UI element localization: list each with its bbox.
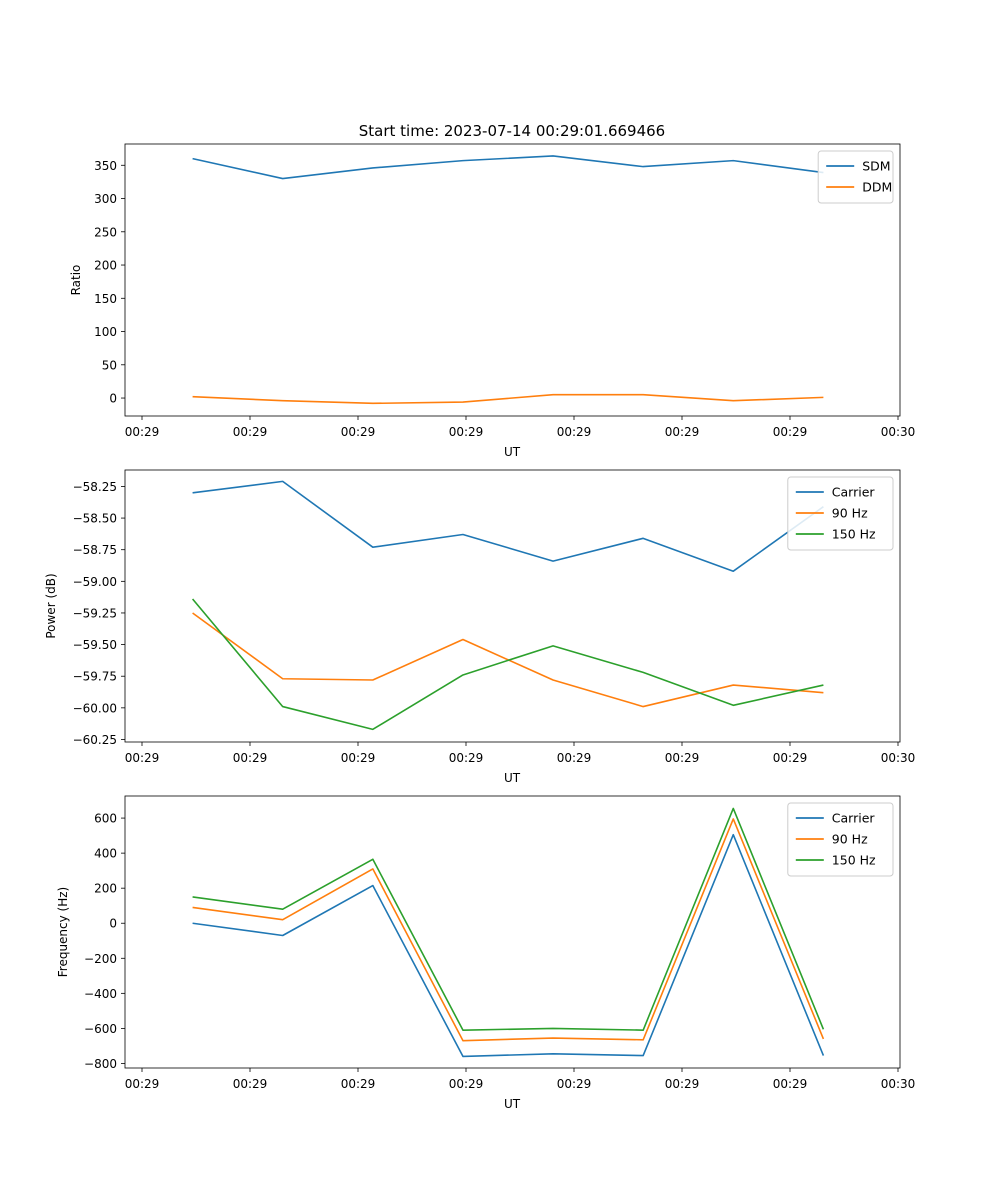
y-axis-label: Power (dB)	[44, 573, 58, 638]
series-line-carrier	[192, 833, 825, 1058]
chart-panel-2: 00:29 00:29 00:29 00:29 00:29 00:29 00:29 00:30…	[44, 469, 916, 785]
figure-title: Start time: 2023-07-14 00:29:01.669466	[359, 122, 665, 140]
y-tick-label: 50	[102, 358, 117, 372]
legend: Carrier 90 Hz 150 Hz	[787, 802, 894, 877]
x-tick-label: 00:29	[233, 1077, 268, 1091]
legend-label: Carrier	[832, 485, 876, 500]
x-axis-label: UT	[504, 771, 521, 785]
x-tick-label: 00:29	[665, 751, 700, 765]
y-tick-label: −58.25	[73, 480, 117, 494]
series-line-ddm	[192, 393, 824, 405]
legend-label: 150 Hz	[832, 527, 876, 542]
y-tick-label: −59.75	[73, 670, 117, 684]
legend-label: 150 Hz	[832, 853, 876, 868]
x-tick-label: 00:30	[881, 1077, 916, 1091]
x-tick-label: 00:29	[665, 425, 700, 439]
x-axis-label: UT	[504, 1097, 521, 1111]
y-tick-label: −59.25	[73, 606, 117, 620]
series-line-150-hz	[191, 598, 824, 731]
legend-label: 90 Hz	[832, 506, 868, 521]
x-tick-label: 00:29	[125, 1077, 160, 1091]
series-line-150-hz	[192, 807, 825, 1031]
y-tick-label: 0	[109, 917, 117, 931]
y-tick-label: −59.00	[73, 575, 117, 589]
x-tick-label: 00:29	[773, 425, 808, 439]
y-tick-label: −800	[84, 1057, 117, 1071]
y-tick-label: −600	[84, 1022, 117, 1036]
y-tick-label: 600	[94, 812, 117, 826]
y-tick-label: 350	[94, 159, 117, 173]
x-tick-label: 00:30	[881, 425, 916, 439]
y-tick-label: 300	[94, 192, 117, 206]
x-tick-label: 00:29	[125, 425, 160, 439]
legend-box	[817, 150, 894, 204]
x-tick-label: 00:29	[449, 751, 484, 765]
x-tick-label: 00:29	[773, 751, 808, 765]
chart-panel-3: 00:29 00:29 00:29 00:29 00:29 00:29 00:29 00:30…	[56, 795, 916, 1111]
legend-box	[787, 476, 894, 551]
x-tick-label: 00:29	[233, 425, 268, 439]
x-tick-label: 00:29	[341, 1077, 376, 1091]
legend-label: SDM	[862, 159, 890, 174]
x-tick-label: 00:29	[557, 1077, 592, 1091]
y-tick-label: −60.25	[73, 733, 117, 747]
x-tick-label: 00:29	[665, 1077, 700, 1091]
y-tick-label: 200	[94, 259, 117, 273]
x-tick-label: 00:29	[449, 1077, 484, 1091]
y-tick-label: −58.75	[73, 543, 117, 557]
y-tick-label: 200	[94, 882, 117, 896]
chart-panel-1: 00:29 00:29 00:29 00:29 00:29 00:29 00:29 00:30…	[69, 143, 916, 459]
legend-label: DDM	[862, 180, 892, 195]
x-tick-label: 00:29	[773, 1077, 808, 1091]
x-tick-label: 00:29	[341, 751, 376, 765]
y-tick-label: 250	[94, 225, 117, 239]
y-axis-label: Ratio	[69, 265, 83, 296]
y-tick-label: −200	[84, 952, 117, 966]
legend-label: 90 Hz	[832, 832, 868, 847]
legend: Carrier 90 Hz 150 Hz	[787, 476, 894, 551]
x-axis-label: UT	[504, 445, 521, 459]
series-line-sdm	[192, 155, 824, 180]
x-tick-label: 00:30	[881, 751, 916, 765]
y-tick-label: −59.50	[73, 638, 117, 652]
legend-label: Carrier	[832, 811, 876, 826]
panels: 00:29 00:29 00:29 00:29 00:29 00:29 00:29 00:30…	[44, 143, 916, 1111]
series-line-carrier	[192, 480, 824, 573]
axes-frame	[124, 143, 901, 417]
y-tick-label: 100	[94, 325, 117, 339]
x-tick-label: 00:29	[233, 751, 268, 765]
x-tick-label: 00:29	[125, 751, 160, 765]
legend: SDM DDM	[817, 150, 894, 204]
axes-frame	[124, 469, 901, 743]
series-line-90-hz	[192, 818, 825, 1042]
y-tick-label: −60.00	[73, 701, 117, 715]
y-tick-label: 150	[94, 292, 117, 306]
y-axis-label: Frequency (Hz)	[56, 887, 70, 978]
axes-frame	[124, 795, 901, 1069]
x-tick-label: 00:29	[449, 425, 484, 439]
x-tick-label: 00:29	[557, 751, 592, 765]
y-tick-label: −58.50	[73, 512, 117, 526]
x-tick-label: 00:29	[557, 425, 592, 439]
y-tick-label: −400	[84, 987, 117, 1001]
x-tick-label: 00:29	[341, 425, 376, 439]
y-tick-label: 0	[109, 392, 117, 406]
legend-box	[787, 802, 894, 877]
y-tick-label: 400	[94, 847, 117, 861]
